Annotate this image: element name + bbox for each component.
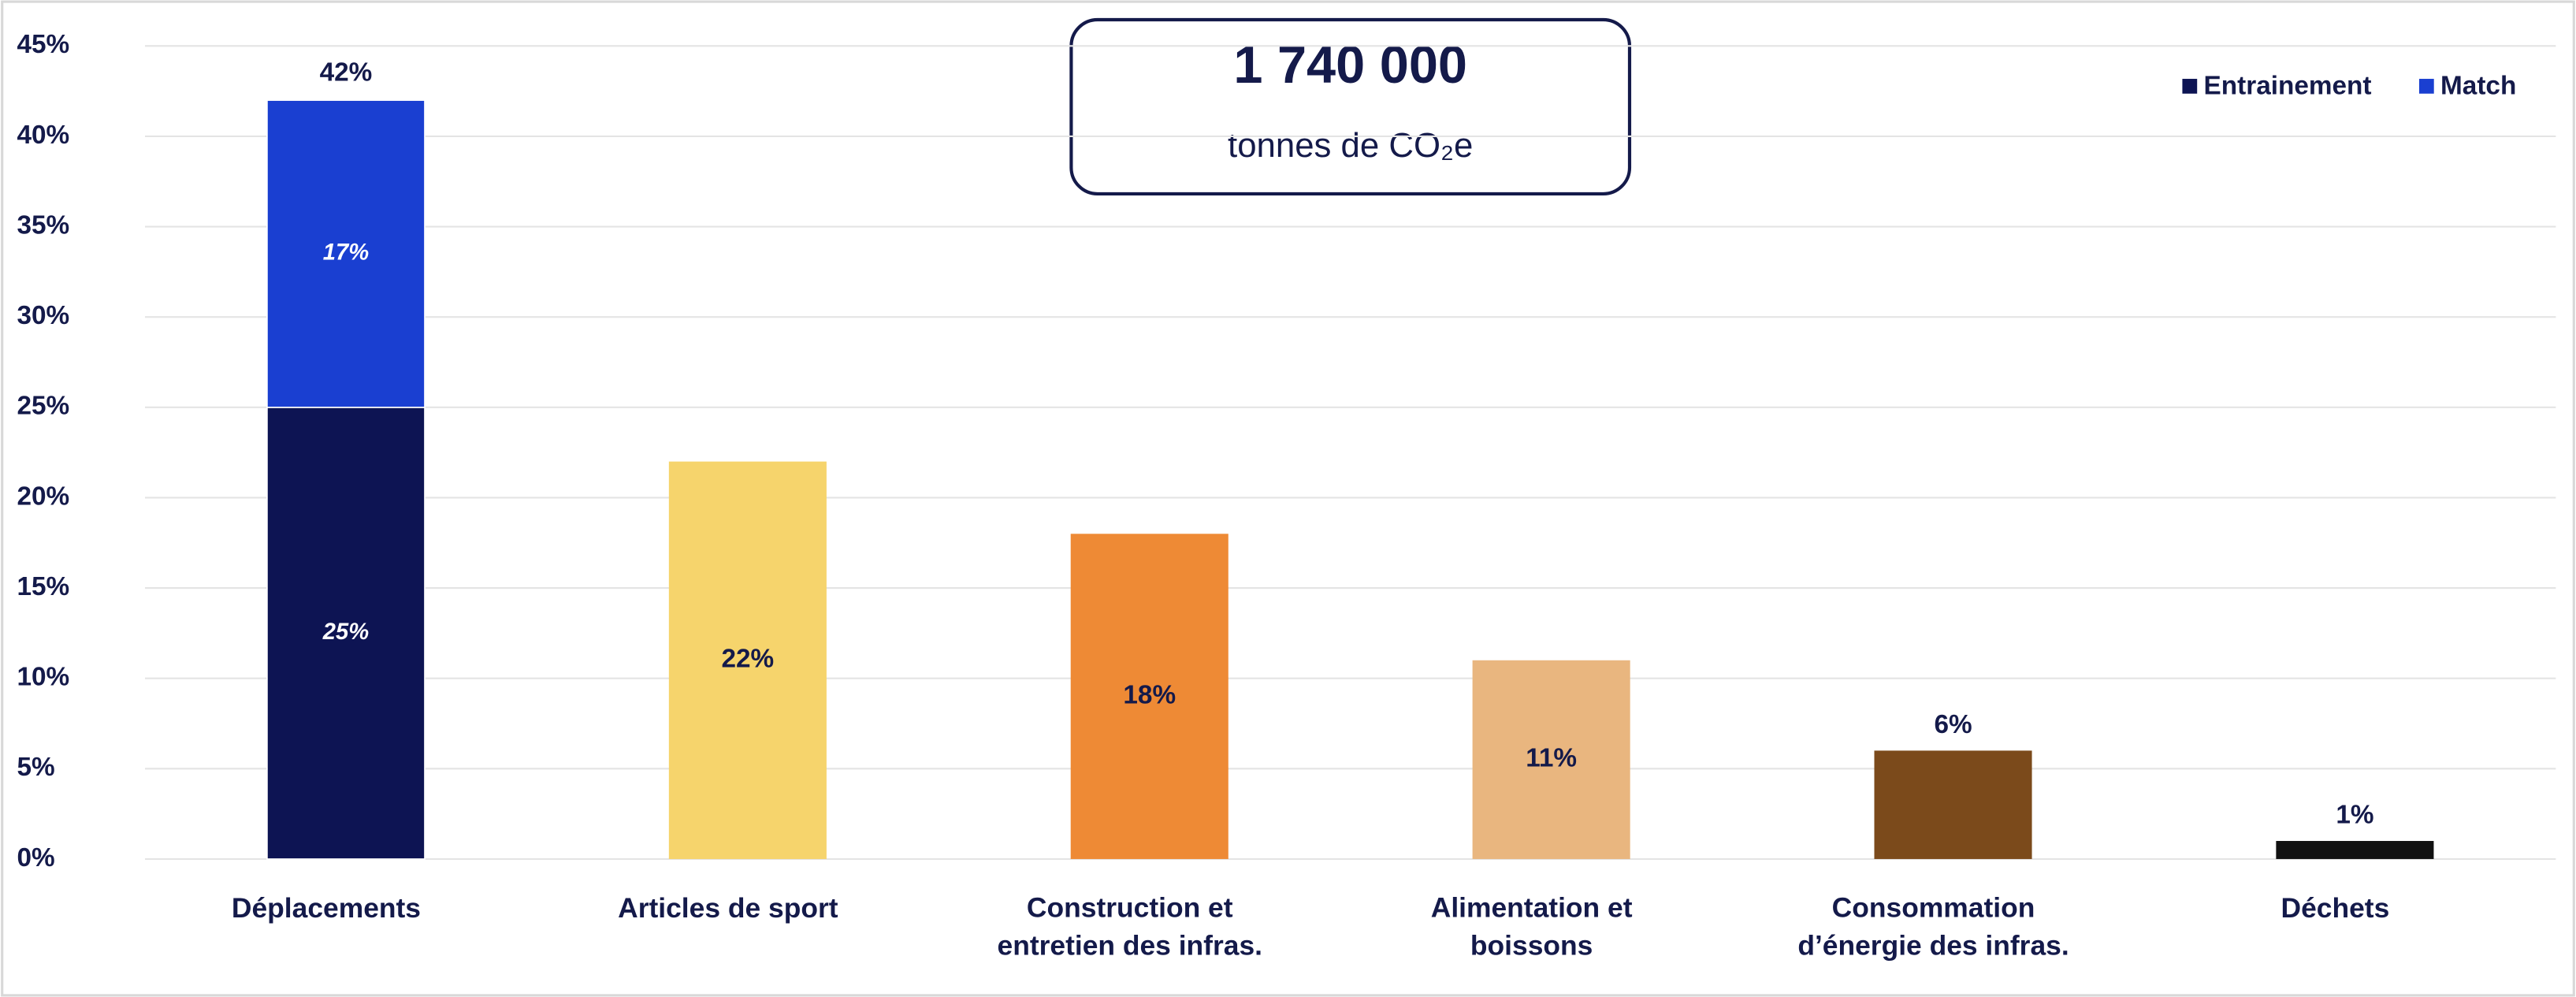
- y-tick-label: 45%: [17, 30, 69, 59]
- segment-label: 25%: [322, 619, 369, 645]
- x-tick-label: Articles de sport: [618, 892, 838, 924]
- annotation-value: 1 740 000: [1233, 36, 1467, 95]
- bar: [2276, 841, 2434, 859]
- x-tick-label: Consommation d’énergie des infras.: [1797, 892, 2069, 962]
- bar-segment: [266, 99, 426, 408]
- value-label: 6%: [1934, 710, 1972, 739]
- legend-label: Match: [2440, 71, 2516, 100]
- y-tick-label: 20%: [17, 482, 69, 511]
- y-tick-label: 15%: [17, 572, 69, 601]
- y-tick-label: 25%: [17, 392, 69, 421]
- value-label: 22%: [721, 645, 774, 674]
- y-tick-label: 40%: [17, 121, 69, 150]
- total-label: 42%: [320, 58, 373, 87]
- bar: [668, 461, 827, 859]
- annotation-unit: tonnes de CO₂e: [1228, 126, 1473, 165]
- y-tick-label: 35%: [17, 210, 69, 240]
- legend-swatch: [2418, 79, 2434, 94]
- x-tick-label: Déchets: [2281, 892, 2390, 924]
- legend-swatch: [2182, 79, 2198, 94]
- annotation-box: [1069, 17, 1632, 195]
- x-tick-label: Construction et entretien des infras.: [998, 892, 1262, 962]
- x-tick-label: Déplacements: [232, 892, 421, 924]
- y-tick-label: 30%: [17, 301, 69, 330]
- bar: [1070, 534, 1229, 859]
- value-label: 11%: [1526, 744, 1577, 773]
- bar: [1874, 750, 2032, 859]
- x-tick-label: Alimentation et boissons: [1431, 892, 1633, 962]
- value-label: 18%: [1123, 680, 1176, 709]
- bar-segment: [266, 407, 426, 860]
- y-tick-label: 10%: [17, 663, 69, 692]
- y-tick-label: 0%: [17, 843, 54, 872]
- value-label: 1%: [2336, 801, 2373, 830]
- bar: [1472, 660, 1630, 859]
- legend-label: Entrainement: [2204, 71, 2372, 100]
- y-tick-label: 5%: [17, 753, 54, 782]
- segment-label: 17%: [323, 240, 369, 266]
